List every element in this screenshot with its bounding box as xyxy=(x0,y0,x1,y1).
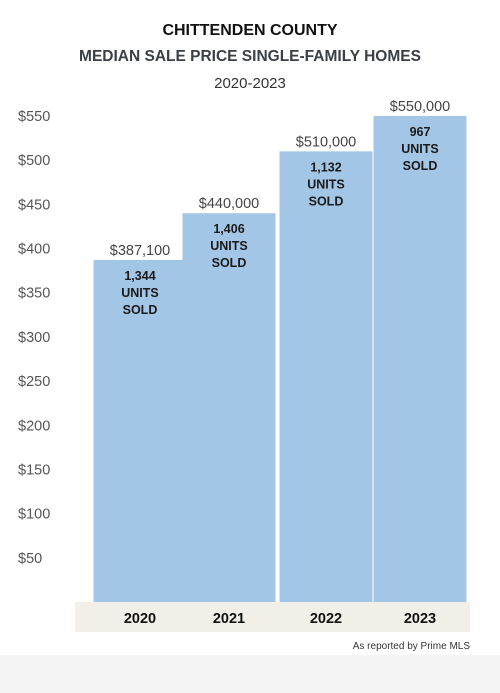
bar-2022 xyxy=(279,151,373,602)
chart-subtitle: MEDIAN SALE PRICE SINGLE-FAMILY HOMES xyxy=(79,48,421,65)
x-tick-label: 2023 xyxy=(404,611,436,627)
units-sold-label: 1,406 xyxy=(213,222,244,236)
bar-2021 xyxy=(182,213,276,602)
source-note: As reported by Prime MLS xyxy=(352,641,470,652)
units-sold-label: SOLD xyxy=(212,256,247,270)
y-tick-label: $100 xyxy=(18,507,50,523)
units-sold-label: UNITS xyxy=(307,177,345,191)
units-sold-label: 1,344 xyxy=(124,269,155,283)
y-tick-label: $400 xyxy=(18,242,50,258)
units-sold-label: SOLD xyxy=(123,303,158,317)
x-tick-label: 2021 xyxy=(213,611,245,627)
y-tick-label: $50 xyxy=(18,551,42,567)
bar-2020 xyxy=(93,259,187,602)
bar-value-label: $510,000 xyxy=(296,134,356,150)
y-tick-label: $150 xyxy=(18,462,50,478)
units-sold-label: UNITS xyxy=(121,286,159,300)
bar-value-label: $440,000 xyxy=(199,196,259,212)
units-sold-label: SOLD xyxy=(309,194,344,208)
chart-title: CHITTENDEN COUNTY xyxy=(162,22,338,39)
units-sold-label: UNITS xyxy=(401,142,439,156)
units-sold-label: 1,132 xyxy=(310,160,341,174)
bar-value-label: $387,100 xyxy=(110,243,170,259)
y-tick-label: $200 xyxy=(18,418,50,434)
y-tick-label: $450 xyxy=(18,197,50,213)
units-sold-label: 967 xyxy=(410,125,431,139)
y-tick-label: $550 xyxy=(18,109,50,125)
x-tick-label: 2022 xyxy=(310,611,342,627)
y-tick-label: $250 xyxy=(18,374,50,390)
y-tick-label: $300 xyxy=(18,330,50,346)
units-sold-label: UNITS xyxy=(210,239,248,253)
footer-band xyxy=(0,655,500,693)
category-band xyxy=(75,602,470,632)
y-tick-label: $350 xyxy=(18,286,50,302)
x-tick-label: 2020 xyxy=(124,611,156,627)
bar-2023 xyxy=(373,116,467,602)
y-tick-label: $500 xyxy=(18,153,50,169)
bar-value-label: $550,000 xyxy=(390,99,450,115)
units-sold-label: SOLD xyxy=(403,159,438,173)
chart-years: 2020-2023 xyxy=(214,75,286,92)
